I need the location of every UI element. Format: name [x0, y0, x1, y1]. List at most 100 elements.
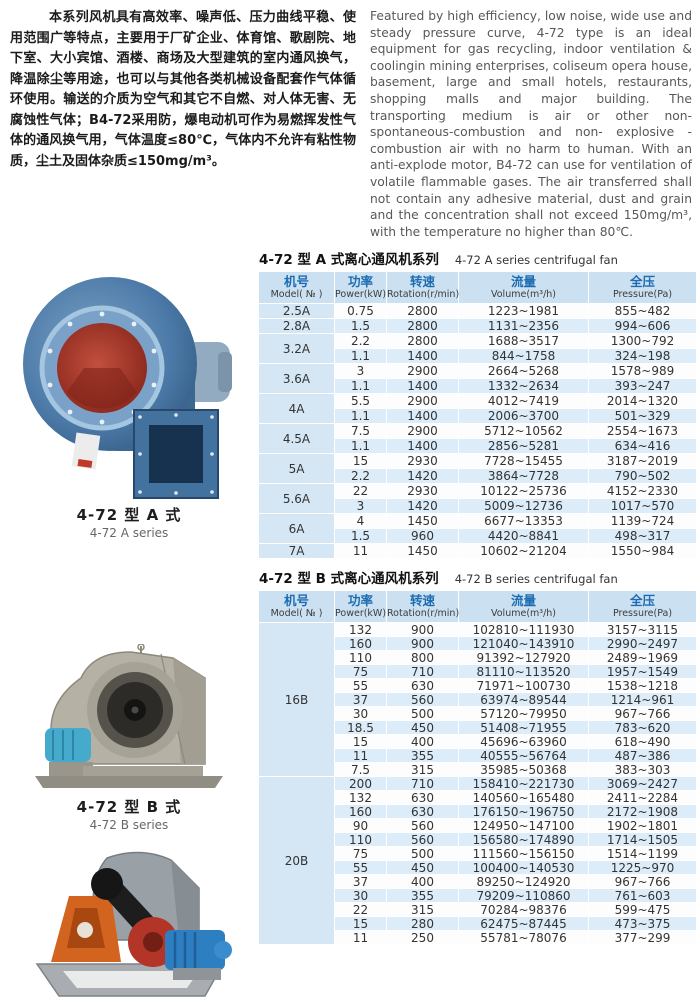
- table-row: 55 630 71971~100730 1538~1218: [259, 678, 697, 694]
- data-cell: 10122~25736: [458, 483, 589, 500]
- fan-a-figure: 4-72 型 A 式 4-72 A series: [0, 252, 258, 540]
- table-row: 75 710 81110~113520 1957~1549: [259, 664, 697, 680]
- data-cell: 11: [334, 930, 387, 946]
- model-cell: 3.2A: [258, 333, 335, 365]
- model-cell: 7A: [258, 543, 335, 560]
- data-cell: 4420~8841: [458, 528, 589, 545]
- data-cell: 132: [334, 622, 387, 638]
- data-cell: 1538~1218: [588, 678, 697, 694]
- data-cell: 450: [386, 720, 459, 736]
- fan-b-caption-en: 4-72 B series: [89, 818, 169, 833]
- data-cell: 51408~71955: [458, 720, 589, 736]
- data-cell: 3864~7728: [458, 468, 589, 485]
- data-cell: 100400~140530: [458, 860, 589, 876]
- data-cell: 967~766: [588, 874, 697, 890]
- data-cell: 57120~79950: [458, 706, 589, 722]
- table-row: 4.5A 7.5 2900 5712~10562 2554~1673: [258, 423, 697, 455]
- column-header: 流量 Volume(m³/h): [458, 271, 589, 305]
- data-cell: 1420: [386, 498, 459, 515]
- model-cell: 2.5A: [258, 303, 335, 320]
- data-cell: 2006~3700: [458, 408, 589, 425]
- data-cell: 1400: [386, 438, 459, 455]
- data-cell: 37: [334, 874, 387, 890]
- data-cell: 2930: [386, 483, 459, 500]
- data-cell: 560: [386, 818, 459, 834]
- data-cell: 158410~221730: [458, 776, 589, 792]
- data-cell: 400: [386, 734, 459, 750]
- data-cell: 630: [386, 678, 459, 694]
- model-cell: 20B: [258, 776, 335, 946]
- fan-b-base: [35, 776, 223, 789]
- product-image-column: 4-72 型 A 式 4-72 A series: [0, 244, 258, 1006]
- table-row: 7A 11 1450 10602~21204 1550~984: [258, 543, 697, 560]
- data-cell: 1214~961: [588, 692, 697, 708]
- fan-b-motor: [45, 728, 91, 763]
- fan-a-product-image: [23, 277, 232, 500]
- fan-b-figure: 4-72 型 B 式 4-72 B series: [0, 643, 258, 833]
- data-cell: 5009~12736: [458, 498, 589, 515]
- fan-a-caption-cn: 4-72 型 A 式: [76, 506, 182, 525]
- data-cell: 200: [334, 776, 387, 792]
- data-cell: 473~375: [588, 916, 697, 932]
- data-cell: 102810~111930: [458, 622, 589, 638]
- data-cell: 2900: [386, 393, 459, 410]
- table-b-title-cn: 4-72 型 B 式离心通风机系列: [259, 571, 439, 588]
- model-cell: 16B: [258, 622, 335, 778]
- data-cell: 1714~1505: [588, 832, 697, 848]
- table-row: 18.5 450 51408~71955 783~620: [259, 720, 697, 736]
- model-cell: 4A: [258, 393, 335, 425]
- data-cell: 3069~2427: [588, 776, 697, 792]
- data-cell: 110: [334, 650, 387, 666]
- fan-b-caption-cn: 4-72 型 B 式: [76, 798, 182, 817]
- data-cell: 111560~156150: [458, 846, 589, 862]
- data-cell: 0.75: [334, 303, 387, 320]
- data-cell: 160: [334, 804, 387, 820]
- data-cell: 75: [334, 664, 387, 680]
- data-cell: 710: [386, 664, 459, 680]
- model-cell: 5A: [258, 453, 335, 485]
- data-cell: 900: [386, 636, 459, 652]
- data-cell: 140560~165480: [458, 790, 589, 806]
- table-row: 15 400 45696~63960 618~490: [259, 734, 697, 750]
- data-cell: 377~299: [588, 930, 697, 946]
- data-cell: 790~502: [588, 468, 697, 485]
- data-cell: 1.5: [334, 528, 387, 545]
- data-cell: 2.2: [334, 333, 387, 350]
- data-cell: 2489~1969: [588, 650, 697, 666]
- data-cell: 250: [386, 930, 459, 946]
- data-cell: 7.5: [334, 762, 387, 778]
- data-cell: 3187~2019: [588, 453, 697, 470]
- table-row: 160 630 176150~196750 2172~1908: [259, 804, 697, 820]
- data-cell: 7728~15455: [458, 453, 589, 470]
- data-cell: 630: [386, 790, 459, 806]
- data-cell: 2800: [386, 303, 459, 320]
- table-row: 55 450 100400~140530 1225~970: [259, 860, 697, 876]
- data-cell: 176150~196750: [458, 804, 589, 820]
- table-row: 1.1 1400 1332~2634 393~247: [259, 378, 697, 395]
- data-cell: 55: [334, 678, 387, 694]
- table-row: 3.6A 3 2900 2664~5268 1578~989: [258, 363, 697, 395]
- data-cell: 156580~174890: [458, 832, 589, 848]
- data-cell: 1450: [386, 543, 459, 560]
- intro-paragraph-chinese: 本系列风机具有高效率、噪声低、压力曲线平稳、使用范围广等特点，主要用于厂矿企业、…: [10, 10, 356, 169]
- data-cell: 3: [334, 498, 387, 515]
- model-cell: 2.8A: [258, 318, 335, 335]
- table-row: 160 900 121040~143910 2990~2497: [259, 636, 697, 652]
- data-cell: 10602~21204: [458, 543, 589, 560]
- data-cell: 710: [386, 776, 459, 792]
- table-row: 2.5A 0.75 2800 1223~1981 855~482: [258, 303, 697, 320]
- column-header: 机号 Model( № ): [258, 271, 335, 305]
- column-header: 全压 Pressure(Pa): [588, 590, 697, 624]
- data-cell: 1902~1801: [588, 818, 697, 834]
- data-cell: 500: [386, 846, 459, 862]
- data-cell: 1400: [386, 348, 459, 365]
- data-cell: 855~482: [588, 303, 697, 320]
- data-cell: 2411~2284: [588, 790, 697, 806]
- column-header: 流量 Volume(m³/h): [458, 590, 589, 624]
- data-cell: 400: [386, 874, 459, 890]
- data-cell: 3157~3115: [588, 622, 697, 638]
- data-cell: 2664~5268: [458, 363, 589, 380]
- data-cell: 498~317: [588, 528, 697, 545]
- data-cell: 11: [334, 543, 387, 560]
- data-cell: 1550~984: [588, 543, 697, 560]
